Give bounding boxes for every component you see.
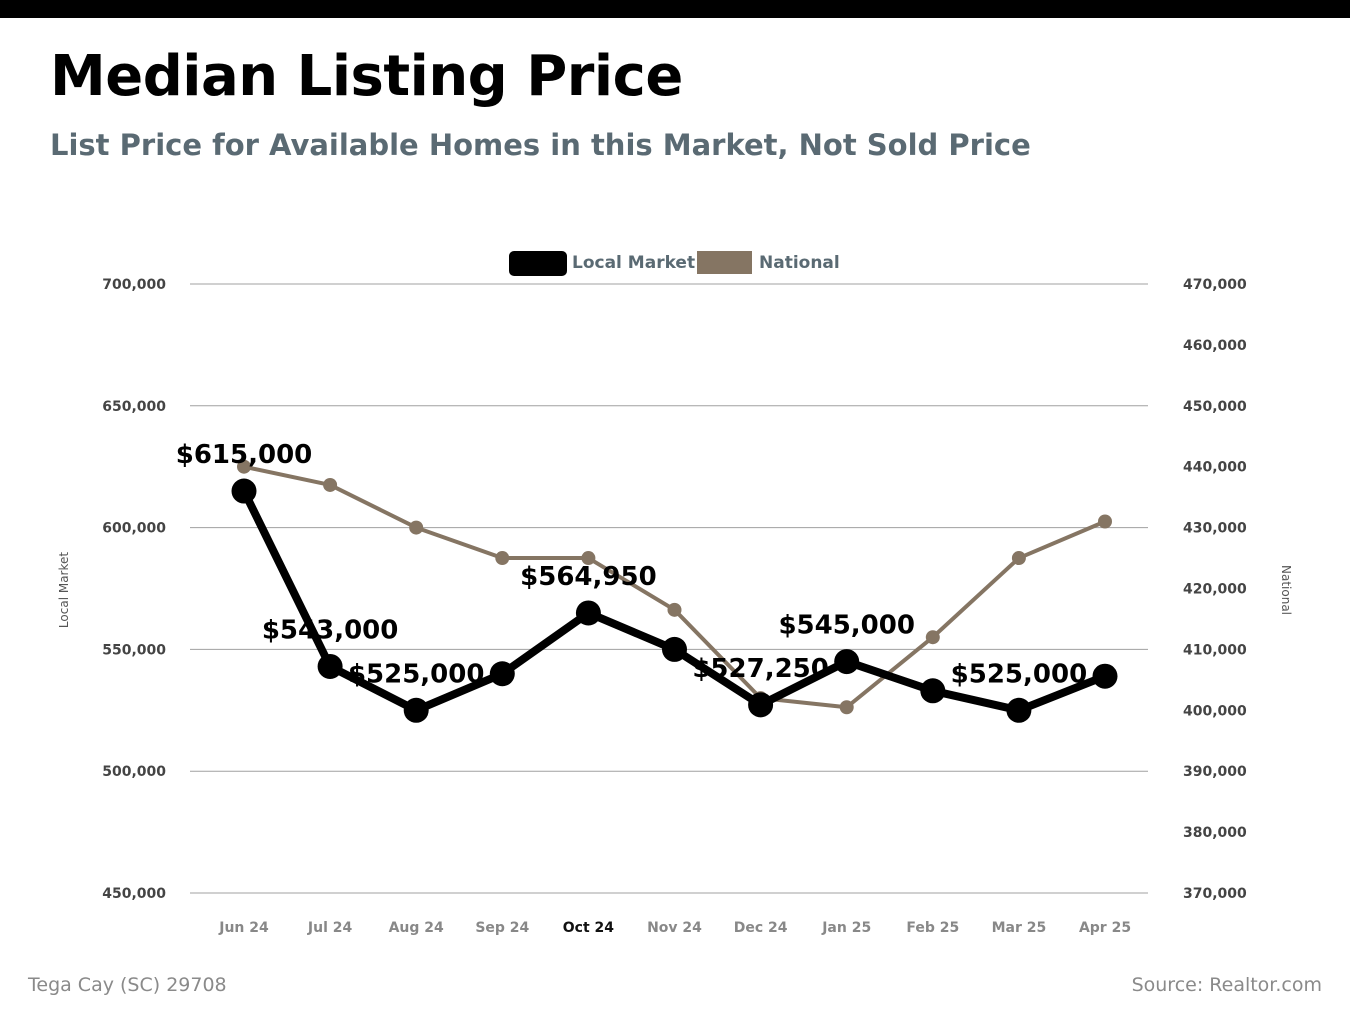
y-right-tick-label: 470,000	[1183, 277, 1247, 293]
top-bar	[0, 0, 1350, 18]
local-market-point	[748, 692, 774, 718]
national-point	[323, 477, 338, 492]
x-tick-label: Jul 24	[307, 920, 353, 936]
national-point	[409, 520, 424, 535]
local-market-point	[317, 653, 343, 679]
x-tick-label: Apr 25	[1079, 920, 1131, 936]
y-left-tick-label: 500,000	[102, 764, 166, 780]
national-point	[495, 551, 510, 566]
y-axis-left-title: Local Market	[57, 552, 71, 628]
local-market-data-label: $525,000	[348, 659, 485, 689]
legend: Local Market National	[509, 251, 840, 276]
x-tick-label: Dec 24	[734, 920, 788, 936]
local-market-point	[403, 697, 429, 723]
chart-subtitle: List Price for Available Homes in this M…	[50, 128, 1031, 162]
y-right-tick-label: 410,000	[1183, 642, 1247, 658]
x-tick-label: Nov 24	[647, 920, 702, 936]
legend-swatch-national	[697, 251, 752, 274]
national-point	[1011, 551, 1026, 566]
data-labels: $615,000 $543,000 $525,000 $564,950 $527,250…	[176, 440, 1087, 689]
local-market-data-label: $545,000	[778, 611, 915, 641]
x-tick-label: Feb 25	[906, 920, 959, 936]
local-market-point	[231, 478, 257, 504]
series-local-market	[231, 478, 1118, 723]
y-right-tick-label: 440,000	[1183, 460, 1247, 476]
x-tick-label: Aug 24	[389, 920, 444, 936]
legend-swatch-local	[509, 251, 567, 276]
local-market-point	[489, 661, 515, 687]
y-right-tick-label: 420,000	[1183, 582, 1247, 598]
y-left-tick-label: 700,000	[102, 277, 166, 293]
y-right-tick-label: 430,000	[1183, 521, 1247, 537]
chart-title: Median Listing Price	[50, 44, 683, 109]
y-right-tick-label: 380,000	[1183, 825, 1247, 841]
local-market-point	[1006, 697, 1032, 723]
y-left-tick-label: 550,000	[102, 642, 166, 658]
legend-label-local: Local Market	[572, 253, 695, 273]
gridlines	[190, 283, 1148, 894]
local-market-point	[1092, 663, 1118, 689]
y-right-tick-label: 450,000	[1183, 399, 1247, 415]
y-axis-right-ticks: 370,000 380,000 390,000 400,000 410,000 420,0…	[1183, 277, 1247, 902]
x-tick-label: Oct 24	[563, 920, 615, 936]
x-tick-label: Sep 24	[475, 920, 529, 936]
y-right-tick-label: 460,000	[1183, 338, 1247, 354]
y-axis-right-title: National	[1279, 565, 1293, 615]
y-axis-left-ticks: 450,000 500,000 550,000 600,000 650,000 700,0…	[102, 277, 166, 902]
national-point	[667, 602, 682, 617]
local-market-data-label: $527,250	[692, 654, 829, 684]
y-left-tick-label: 450,000	[102, 886, 166, 902]
source-label: Source: Realtor.com	[1131, 974, 1322, 996]
y-right-tick-label: 400,000	[1183, 703, 1247, 719]
local-market-point	[575, 600, 601, 626]
local-market-data-label: $615,000	[176, 440, 313, 470]
y-left-tick-label: 650,000	[102, 399, 166, 415]
x-tick-label: Jun 24	[218, 920, 269, 936]
local-market-point	[834, 649, 860, 675]
national-point	[925, 630, 940, 645]
national-point	[1098, 514, 1112, 529]
legend-label-national: National	[759, 253, 840, 273]
national-point	[237, 459, 251, 474]
local-market-point	[662, 636, 687, 662]
x-axis-ticks: Jun 24 Jul 24 Aug 24 Sep 24 Oct 24 Nov 24 Dec …	[218, 920, 1131, 936]
y-right-tick-label: 390,000	[1183, 764, 1247, 780]
local-market-data-label: $543,000	[262, 615, 399, 645]
x-tick-label: Mar 25	[992, 920, 1047, 936]
local-market-data-label: $564,950	[520, 562, 657, 592]
location-label: Tega Cay (SC) 29708	[28, 974, 227, 996]
local-market-data-label: $525,000	[951, 659, 1088, 689]
local-market-point	[920, 678, 946, 704]
y-right-tick-label: 370,000	[1183, 886, 1247, 902]
national-point	[581, 551, 596, 566]
series-national	[237, 459, 1112, 715]
y-left-tick-label: 600,000	[102, 521, 166, 537]
national-point	[839, 700, 854, 715]
x-tick-label: Jan 25	[821, 920, 871, 936]
